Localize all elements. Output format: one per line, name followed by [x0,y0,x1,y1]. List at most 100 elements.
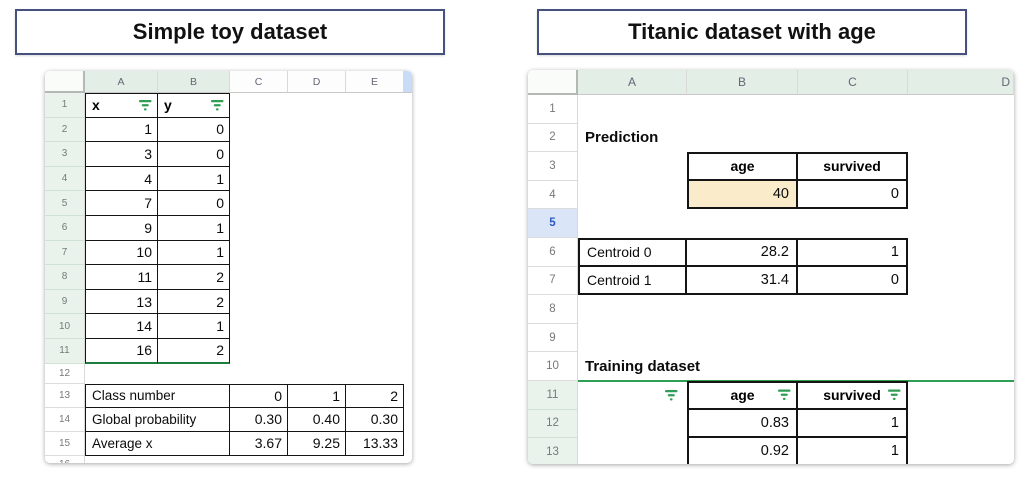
cell-y[interactable]: 1 [158,240,230,266]
row-header[interactable]: 9 [45,289,85,315]
cell-y[interactable]: 1 [158,314,230,339]
cell-centroid-label[interactable]: Centroid 1 [578,266,687,296]
cell-stat-d[interactable]: 1 [288,383,346,408]
cell-x[interactable]: 16 [85,338,158,364]
cell-stat-e[interactable]: 2 [346,383,404,408]
row-header[interactable]: 11 [45,338,85,364]
row-header[interactable]: 2 [45,117,85,143]
cell-y[interactable]: 2 [158,289,230,315]
row-header[interactable]: 9 [528,323,578,353]
row-header[interactable]: 7 [45,240,85,266]
cell-y[interactable]: 1 [158,215,230,241]
cell-stat-d[interactable]: 9.25 [288,431,346,456]
cell-training-label[interactable]: Training dataset [585,358,701,376]
cell-centroid-age[interactable]: 31.4 [687,266,798,296]
column-header-e[interactable]: E [346,71,404,93]
row-header[interactable]: 4 [45,166,85,192]
cell-filter-a[interactable] [578,381,687,410]
cell-prediction-label[interactable]: Prediction [585,129,659,147]
cell-y[interactable]: 0 [158,191,230,216]
row-header[interactable]: 3 [528,152,578,181]
cell-y-header[interactable]: y [158,93,230,118]
cell-stat-label[interactable]: Global probability [85,407,230,432]
filter-icon[interactable] [139,99,152,111]
row-header[interactable]: 1 [528,95,578,124]
cell-x-header[interactable]: x [85,93,158,118]
column-header-c[interactable]: C [230,71,288,93]
row-header[interactable]: 8 [528,295,578,324]
cell-x[interactable]: 7 [85,191,158,216]
cell-spacer[interactable] [578,181,687,210]
row-header[interactable]: 16 [45,455,85,463]
row-header[interactable]: 6 [45,215,85,241]
select-all-corner[interactable] [528,70,578,95]
cell-x[interactable]: 13 [85,289,158,315]
cell-x[interactable]: 4 [85,166,158,192]
cell-centroid-survived[interactable]: 1 [798,237,908,267]
cell-x[interactable]: 14 [85,314,158,339]
cell-stat-c[interactable]: 0 [230,383,288,408]
row-header[interactable]: 7 [528,266,578,296]
column-header-b[interactable]: B [687,70,798,95]
cell-spacer[interactable] [578,438,687,464]
cell-y[interactable]: 2 [158,265,230,290]
row-header[interactable]: 2 [528,123,578,153]
cell-stat-label[interactable]: Average x [85,431,230,456]
select-all-corner[interactable] [45,71,85,93]
filter-icon[interactable] [211,99,224,111]
row-header[interactable]: 8 [45,265,85,290]
column-header-d[interactable]: D [908,70,1014,95]
row-header[interactable]: 13 [528,438,578,464]
column-header-a[interactable]: A [578,70,687,95]
row-header[interactable]: 15 [45,431,85,456]
column-header-b[interactable]: B [158,71,230,93]
cell-x[interactable]: 3 [85,142,158,167]
row-header[interactable]: 6 [528,237,578,267]
cell-survived-prediction[interactable]: 0 [798,180,908,210]
cell-y[interactable]: 1 [158,166,230,192]
filter-icon[interactable] [665,389,678,401]
row-header[interactable]: 3 [45,142,85,167]
cell-stat-c[interactable]: 0.30 [230,407,288,432]
row-header[interactable]: 11 [528,380,578,410]
cell-y[interactable]: 0 [158,117,230,143]
filter-icon[interactable] [888,389,901,401]
row-header[interactable]: 13 [45,383,85,408]
cell-age-input[interactable]: 40 [687,180,798,210]
row-header-selected[interactable]: 5 [528,209,578,238]
cell-y[interactable]: 2 [158,338,230,364]
row-header[interactable]: 4 [528,180,578,210]
column-header-c[interactable]: C [798,70,908,95]
cell-x[interactable]: 11 [85,265,158,290]
cell-centroid-label[interactable]: Centroid 0 [578,237,687,267]
cell-stat-label[interactable]: Class number [85,383,230,408]
cell-stat-c[interactable]: 3.67 [230,431,288,456]
cell-survived-header[interactable]: survived [798,152,908,181]
row-header[interactable]: 12 [45,363,85,384]
column-header-d[interactable]: D [288,71,346,93]
cell-centroid-age[interactable]: 28.2 [687,237,798,267]
cell-train-survived[interactable]: 1 [798,438,908,464]
row-header[interactable]: 14 [45,407,85,432]
cell-stat-d[interactable]: 0.40 [288,407,346,432]
row-header[interactable]: 5 [45,191,85,216]
cell-spacer[interactable] [578,152,687,181]
cell-train-age[interactable]: 0.92 [687,438,798,464]
filter-icon[interactable] [778,389,791,401]
cell-train-age[interactable]: 0.83 [687,409,798,439]
cell-age-header[interactable]: age [687,380,798,410]
cell-train-survived[interactable]: 1 [798,409,908,439]
cell-stat-e[interactable]: 0.30 [346,407,404,432]
cell-stat-e[interactable]: 13.33 [346,431,404,456]
row-header[interactable]: 12 [528,409,578,439]
cell-spacer[interactable] [578,410,687,439]
cell-survived-header[interactable]: survived [798,380,908,410]
cell-x[interactable]: 9 [85,215,158,241]
row-header[interactable]: 10 [528,352,578,381]
cell-x[interactable]: 1 [85,117,158,143]
cell-centroid-survived[interactable]: 0 [798,266,908,296]
row-header[interactable]: 1 [45,93,85,118]
row-header[interactable]: 10 [45,314,85,339]
cell-x[interactable]: 10 [85,240,158,266]
column-header-a[interactable]: A [85,71,158,93]
